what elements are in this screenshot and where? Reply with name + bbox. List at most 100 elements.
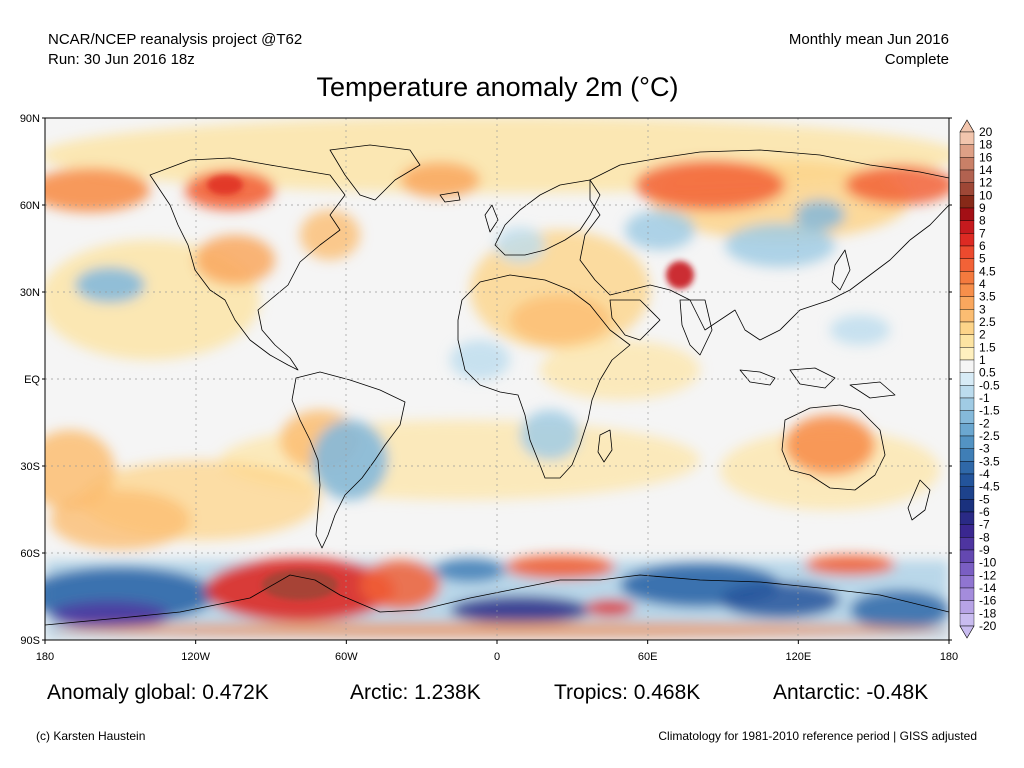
colorbar-label: -16 — [979, 594, 997, 608]
colorbar-swatch — [959, 397, 975, 411]
colorbar-swatch — [959, 486, 975, 500]
colorbar-swatch — [959, 296, 975, 310]
colorbar-label: 18 — [979, 138, 993, 152]
header-right: Monthly mean Jun 2016 Complete — [789, 30, 949, 70]
colorbar-label: -2 — [979, 416, 990, 430]
colorbar-swatch — [959, 410, 975, 424]
lon-label: 120W — [181, 651, 210, 663]
colorbar-label: -1 — [979, 391, 990, 405]
colorbar-label: 1 — [979, 353, 986, 367]
stat-antarctic: Antarctic: -0.48K — [773, 681, 929, 704]
colorbar-swatch — [959, 233, 975, 247]
colorbar-label: 0.5 — [979, 366, 996, 380]
colorbar-swatch — [959, 587, 975, 601]
colorbar-swatch — [959, 258, 975, 272]
colorbar-label: 1.5 — [979, 340, 996, 354]
colorbar-swatch — [959, 575, 975, 589]
colorbar-swatch — [959, 600, 975, 614]
project-label: NCAR/NCEP reanalysis project @T62 — [48, 31, 303, 48]
colorbar-label: -12 — [979, 568, 997, 582]
header-left: NCAR/NCEP reanalysis project @T62 Run: 3… — [48, 30, 302, 70]
colorbar-swatch — [959, 461, 975, 475]
colorbar-swatch — [959, 511, 975, 525]
axis-ticks — [42, 117, 952, 644]
lat-label: 30S — [20, 461, 40, 473]
status-label: Complete — [884, 51, 949, 68]
colorbar-label: 2 — [979, 328, 986, 342]
colorbar-swatch — [959, 182, 975, 196]
lat-label: 30N — [20, 287, 40, 299]
colorbar-label: 7 — [979, 226, 986, 240]
colorbar-label: -4.5 — [979, 480, 1000, 494]
lon-label: 120E — [785, 651, 811, 663]
colorbar-label: 12 — [979, 176, 993, 190]
colorbar-swatch — [959, 385, 975, 399]
lat-label: 90N — [20, 113, 40, 125]
colorbar-label: -4 — [979, 467, 990, 481]
colorbar-swatch — [959, 131, 975, 145]
colorbar-swatch — [959, 283, 975, 297]
colorbar-swatch — [959, 613, 975, 627]
colorbar-swatch — [959, 144, 975, 158]
graticule — [45, 118, 949, 640]
colorbar-swatch — [959, 347, 975, 361]
lon-label: 180 — [940, 651, 958, 663]
colorbar-label: 9 — [979, 201, 986, 215]
colorbar-label: -9 — [979, 543, 990, 557]
colorbar-label: 4 — [979, 277, 986, 291]
colorbar-label: -8 — [979, 530, 990, 544]
run-label: Run: 30 Jun 2016 18z — [48, 51, 195, 68]
stat-arctic: Arctic: 1.238K — [350, 681, 481, 704]
stat-tropics: Tropics: 0.468K — [554, 681, 701, 704]
lon-label: 60E — [638, 651, 658, 663]
colorbar-swatch — [959, 359, 975, 373]
colorbar-label: 3.5 — [979, 290, 996, 304]
stat-global: Anomaly global: 0.472K — [47, 681, 269, 704]
lat-label: EQ — [24, 374, 40, 386]
map-area — [45, 118, 949, 640]
colorbar-label: -6 — [979, 505, 990, 519]
colorbar-swatch — [959, 309, 975, 323]
colorbar-swatch — [959, 524, 975, 538]
colorbar-label: -20 — [979, 619, 997, 633]
colorbar-swatch — [959, 207, 975, 221]
lat-label: 60S — [20, 548, 40, 560]
colorbar-swatch — [959, 562, 975, 576]
lat-label: 90S — [20, 635, 40, 647]
colorbar-label: 6 — [979, 239, 986, 253]
colorbar-swatch — [959, 157, 975, 171]
colorbar-label: -3 — [979, 442, 990, 456]
colorbar-swatch — [959, 448, 975, 462]
colorbar-swatch — [959, 499, 975, 513]
latitude-labels: 90N 60N 30N EQ 30S 60S 90S — [20, 113, 41, 647]
colorbar-label: 20 — [979, 125, 993, 139]
colorbar-swatch — [959, 473, 975, 487]
colorbar-swatch — [959, 271, 975, 285]
footer-note: Climatology for 1981-2010 reference peri… — [658, 729, 977, 743]
colorbar-label: -0.5 — [979, 378, 1000, 392]
colorbar-label: 3 — [979, 302, 986, 316]
colorbar-swatch — [959, 372, 975, 386]
period-label: Monthly mean Jun 2016 — [788, 31, 949, 48]
lon-label: 180 — [36, 651, 54, 663]
lon-label: 0 — [494, 651, 500, 663]
colorbar — [959, 119, 975, 639]
colorbar-label: 4.5 — [979, 264, 996, 278]
footer-credit: (c) Karsten Haustein — [36, 729, 146, 743]
coastlines — [45, 144, 949, 626]
colorbar-label: 2.5 — [979, 315, 996, 329]
colorbar-swatch — [959, 334, 975, 348]
colorbar-swatch — [959, 549, 975, 563]
colorbar-label: 8 — [979, 214, 986, 228]
colorbar-label: -7 — [979, 518, 990, 532]
colorbar-swatch — [959, 195, 975, 209]
colorbar-label: 16 — [979, 150, 993, 164]
colorbar-swatch — [959, 423, 975, 437]
map-title: Temperature anomaly 2m (°C) — [316, 72, 679, 102]
lat-label: 60N — [20, 200, 40, 212]
colorbar-label: -14 — [979, 581, 997, 595]
colorbar-label: -5 — [979, 492, 990, 506]
colorbar-label: -10 — [979, 556, 997, 570]
colorbar-label: -1.5 — [979, 404, 1000, 418]
